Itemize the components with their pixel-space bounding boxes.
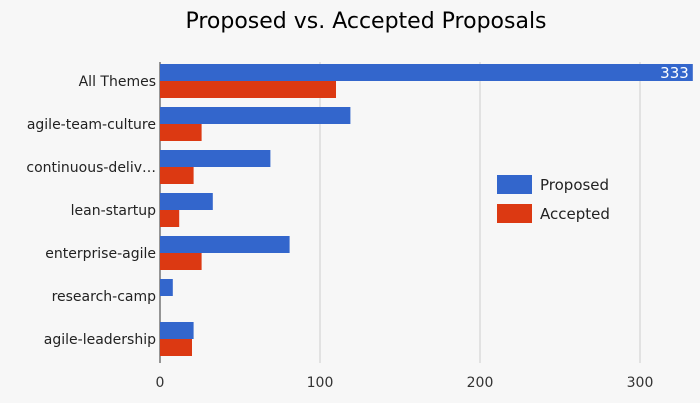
legend-swatch-proposed (497, 175, 532, 194)
legend-swatch-accepted (497, 204, 532, 223)
chart-title: Proposed vs. Accepted Proposals (185, 9, 546, 34)
bar-accepted-1 (160, 124, 202, 141)
category-label: research-camp (52, 289, 157, 305)
legend-label: Accepted (540, 205, 610, 223)
x-axis-ticks: 0 100 200 300 (156, 375, 654, 391)
bar-accepted-2 (160, 167, 194, 184)
category-label: enterprise-agile (45, 246, 156, 262)
bar-proposed-1 (160, 107, 351, 124)
legend-label: Proposed (540, 176, 609, 194)
category-label: All Themes (79, 74, 156, 90)
x-tick-label: 0 (156, 375, 165, 391)
bar-series (160, 64, 693, 356)
bar-accepted-6 (160, 339, 192, 356)
data-labels: 333 (660, 64, 689, 82)
category-label: agile-leadership (44, 332, 156, 348)
bar-proposed-6 (160, 322, 194, 339)
category-label: lean-startup (71, 203, 156, 219)
legend: Proposed Accepted (497, 175, 610, 223)
bar-accepted-4 (160, 253, 202, 270)
bar-proposed-3 (160, 193, 213, 210)
category-label: agile-team-culture (27, 117, 156, 133)
bar-accepted-3 (160, 210, 180, 227)
x-tick-label: 100 (307, 375, 334, 391)
bar-proposed-0 (160, 64, 693, 81)
bar-proposed-5 (160, 279, 173, 296)
bar-proposed-4 (160, 236, 290, 253)
x-tick-label: 200 (467, 375, 494, 391)
data-label: 333 (660, 64, 689, 82)
bar-accepted-0 (160, 81, 336, 98)
bar-proposed-2 (160, 150, 271, 167)
x-tick-label: 300 (627, 375, 654, 391)
category-label: continuous-deliv… (26, 160, 156, 176)
category-labels: All Themes agile-team-culture continuous-d… (26, 74, 156, 348)
